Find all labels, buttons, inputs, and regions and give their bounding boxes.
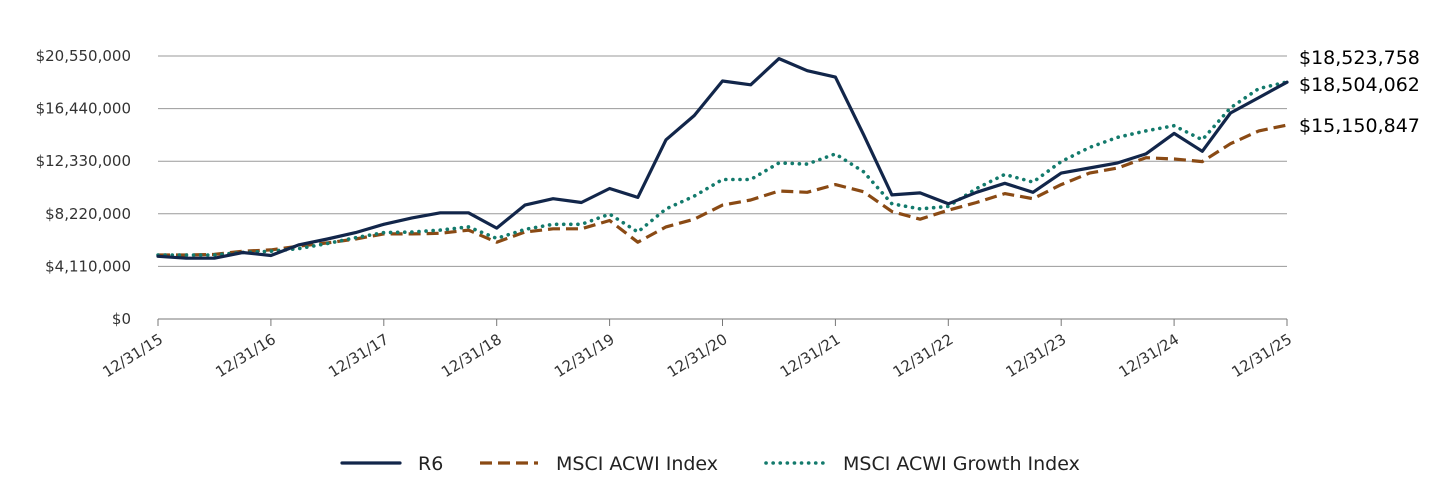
- legend-label-msci-acwi: MSCI ACWI Index: [556, 453, 718, 475]
- y-tick-label: $8,220,000: [45, 205, 131, 223]
- y-tick-label: $12,330,000: [36, 152, 131, 170]
- x-tick-label: 12/31/22: [890, 330, 957, 381]
- x-tick-label: 12/31/16: [212, 330, 279, 381]
- x-tick-label: 12/31/19: [551, 330, 618, 381]
- legend: R6 MSCI ACWI Index MSCI ACWI Growth Inde…: [340, 453, 1080, 475]
- end-label-growth: $18,523,758: [1299, 47, 1420, 69]
- x-tick-label: 12/31/24: [1116, 330, 1183, 381]
- series-line-r6: [156, 56, 1289, 260]
- legend-label-msci-acwi-growth: MSCI ACWI Growth Index: [843, 453, 1080, 475]
- legend-label-r6: R6: [418, 453, 443, 475]
- x-tick-label: 12/31/20: [664, 330, 731, 381]
- y-tick-label: $16,440,000: [36, 100, 131, 118]
- y-tick-label: $4,110,000: [45, 257, 131, 275]
- x-tick-label: 12/31/21: [777, 330, 844, 381]
- y-axis: $0 $4,110,000 $8,220,000 $12,330,000 $16,440…: [36, 47, 131, 328]
- series-line-msci-acwi-growth-index: [156, 80, 1289, 257]
- end-label-r6: $18,504,062: [1299, 74, 1420, 96]
- series-lines: [156, 56, 1289, 260]
- x-tick-label: 12/31/23: [1003, 330, 1070, 381]
- legend-item-msci-acwi: MSCI ACWI Index: [480, 453, 718, 475]
- series-line-msci-acwi-index: [158, 123, 1288, 257]
- y-tick-label: $0: [112, 310, 131, 328]
- x-tick-label: 12/31/15: [99, 330, 166, 381]
- end-labels: $18,523,758 $18,504,062 $15,150,847: [1299, 47, 1420, 137]
- end-label-acwi: $15,150,847: [1299, 115, 1420, 137]
- legend-item-msci-acwi-growth: MSCI ACWI Growth Index: [764, 453, 1080, 475]
- legend-item-r6: R6: [340, 453, 443, 475]
- gridlines: [158, 55, 1287, 267]
- x-tick-label: 12/31/25: [1228, 330, 1295, 381]
- x-axis: 12/31/15 12/31/16 12/31/17 12/31/18 12/31/19…: [99, 318, 1295, 381]
- x-tick-label: 12/31/17: [325, 330, 392, 381]
- x-tick-label: 12/31/18: [438, 330, 505, 381]
- y-tick-label: $20,550,000: [36, 47, 131, 65]
